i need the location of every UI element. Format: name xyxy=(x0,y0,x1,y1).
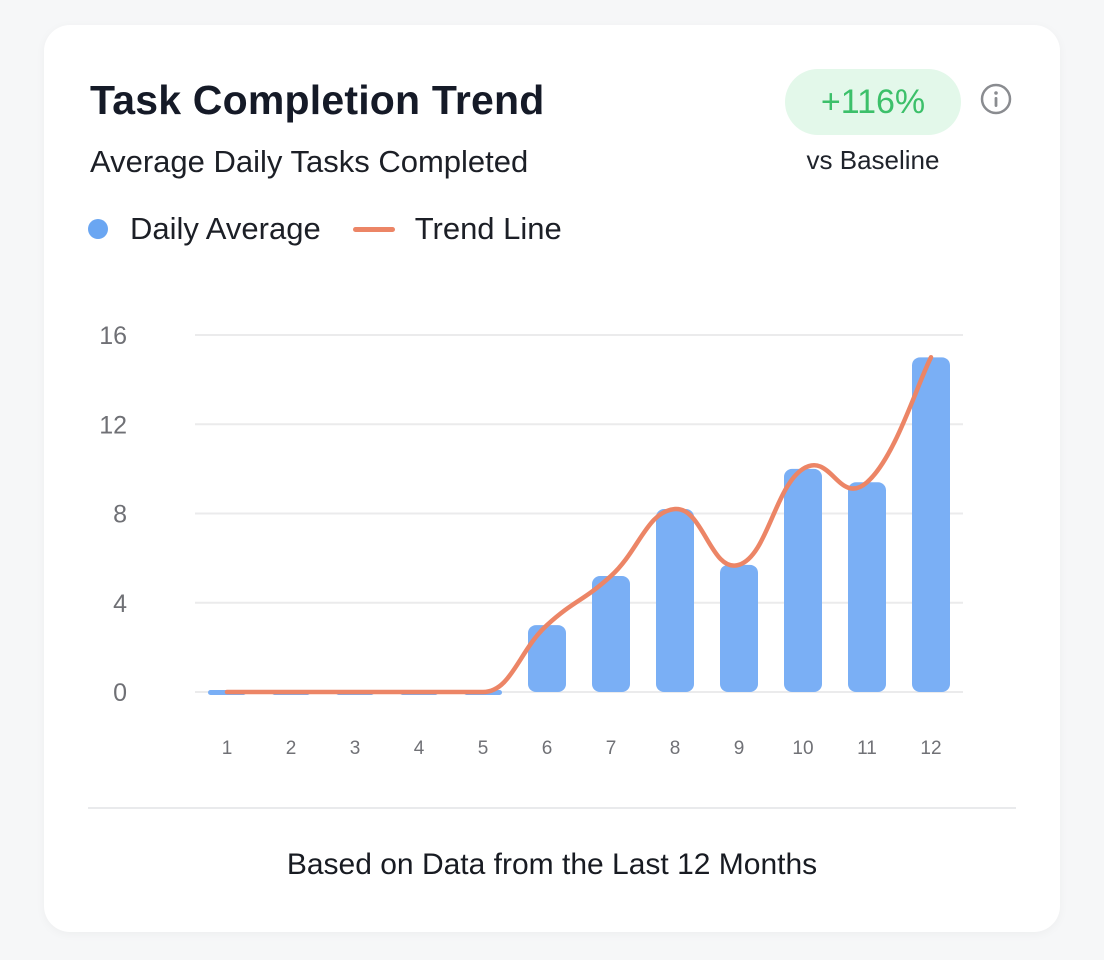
bar xyxy=(784,468,822,692)
chart-subtitle: Average Daily Tasks Completed xyxy=(90,144,529,179)
x-tick-label: 7 xyxy=(606,738,617,759)
chart-legend: Daily Average Trend Line xyxy=(88,209,562,249)
y-tick-label: 8 xyxy=(113,501,127,529)
chart-title: Task Completion Trend xyxy=(90,77,545,123)
chart-footer: Based on Data from the Last 12 Months xyxy=(286,848,818,881)
change-badge: +116% xyxy=(785,69,961,135)
x-tick-label: 4 xyxy=(414,738,425,759)
change-badge-value: +116% xyxy=(820,82,926,121)
bar xyxy=(912,357,950,692)
divider xyxy=(88,807,1016,809)
x-tick-label: 3 xyxy=(350,738,361,759)
x-tick-label: 9 xyxy=(734,738,745,759)
y-tick-label: 4 xyxy=(113,590,127,618)
bar xyxy=(848,482,886,692)
x-tick-label: 8 xyxy=(670,738,681,759)
x-tick-label: 1 xyxy=(222,738,233,759)
bar xyxy=(592,575,630,692)
chart-card: Task Completion Trend Average Daily Task… xyxy=(44,25,1060,932)
legend-label-trend-line: Trend Line xyxy=(414,211,562,246)
bar xyxy=(528,625,566,692)
info-icon[interactable] xyxy=(980,83,1012,115)
x-tick-label: 5 xyxy=(478,738,489,759)
trend-line xyxy=(224,355,934,695)
x-tick-label: 10 xyxy=(792,738,813,759)
y-tick-label: 16 xyxy=(99,322,127,350)
x-tick-label: 11 xyxy=(857,738,877,759)
x-tick-label: 6 xyxy=(542,738,553,759)
legend-label-daily-average: Daily Average xyxy=(130,211,321,246)
x-tick-label: 2 xyxy=(286,738,297,759)
bar xyxy=(656,509,694,692)
bar xyxy=(720,564,758,692)
x-tick-label: 12 xyxy=(920,738,941,759)
y-tick-label: 12 xyxy=(99,411,127,439)
y-tick-label: 0 xyxy=(113,679,127,707)
legend-line-icon xyxy=(352,226,395,232)
legend-dot-icon xyxy=(88,219,108,239)
badge-caption: vs Baseline xyxy=(806,145,940,175)
